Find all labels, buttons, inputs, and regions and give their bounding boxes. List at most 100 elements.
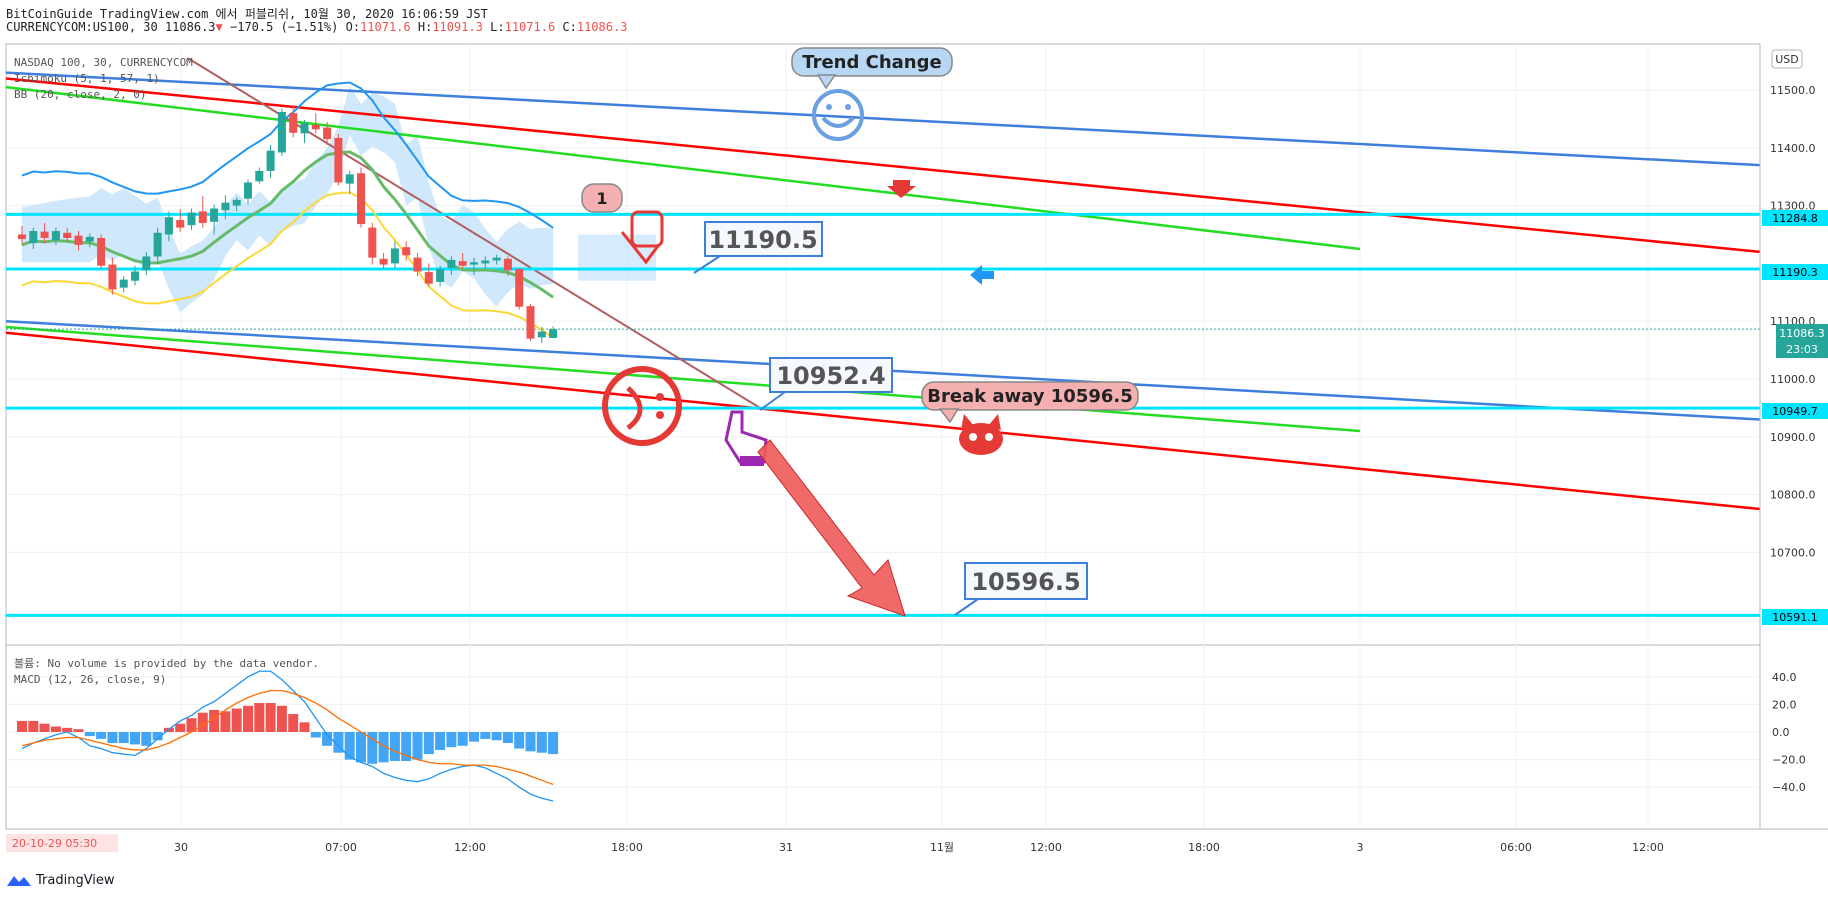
macd-histogram-bar [209,709,220,732]
macd-histogram-bar [536,732,547,753]
price-tick-label: 11500.0 [1770,84,1816,97]
candle-body [481,260,490,264]
time-tick-label: 30 [174,841,188,854]
pointing-down-hand-icon [620,210,664,265]
candle-body [311,124,320,130]
candle-body [458,261,467,266]
macd-tick-label: 40.0 [1772,671,1797,684]
macd-histogram-bar [412,732,423,760]
price-box-11190-text: 11190.5 [708,226,817,254]
high-label: H: [417,20,433,34]
macd-histogram-bar [525,732,536,752]
candle-body [345,174,354,184]
currency-badge-box[interactable] [1771,49,1803,69]
macd-histogram-bar [548,732,559,755]
macd-histogram-bar [265,703,276,732]
macd-histogram-bar [469,732,479,742]
down-arrow-icon [887,180,916,198]
macd-histogram-bar [186,718,197,732]
macd-tick-label: 0.0 [1772,726,1790,739]
macd-histogram-bar [141,732,152,746]
candle-body [74,235,83,245]
price-tick-label: 10800.0 [1770,489,1816,502]
legend-symbol: NASDAQ 100, 30, CURRENCYCOM [14,56,193,69]
price-tag-last: 11086.3 23:03 [1776,324,1828,358]
price-box-10596-text: 10596.5 [971,568,1080,596]
macd-histogram-bar [73,729,84,732]
low-value: 11071.6 [504,20,556,34]
price-tag-10949: 10949.7 [1762,403,1828,419]
candle-body [153,232,162,257]
macd-histogram-bar [96,732,107,739]
candle-body [232,199,241,206]
price-box-10596[interactable]: 10596.5 [954,562,1088,616]
candle-body [357,173,365,225]
candle-body [289,113,298,133]
time-tick-label: 07:00 [325,841,357,854]
callout-1-text: 1 [596,189,607,208]
candle-body [255,170,264,182]
ichimoku-base-line [21,150,554,299]
macd-histogram-bar [502,732,513,744]
candle-body [537,331,546,338]
price-box-11190[interactable]: 11190.5 [693,221,823,274]
macd-histogram-bar [446,732,457,748]
price-tag-11284: 11284.8 [1762,210,1828,226]
price-tag-10591-text: 10591.1 [1772,611,1818,624]
candle-body [97,237,106,266]
close-value: 11086.3 [576,20,628,34]
price-box-10952-text: 10952.4 [776,362,885,390]
callout-1[interactable]: 1 [581,183,623,213]
macd-histogram-bar [220,711,231,732]
candle-body [515,269,524,307]
macd-histogram-bar [423,732,434,755]
macd-histogram-bar [310,732,321,738]
low-label: L: [490,20,505,34]
macd-histogram-bar [197,712,208,732]
time-axis[interactable]: 30 07:00 12:00 18:00 31 11월 12:00 18:00 3 06:00 12… [174,841,1664,854]
macd-histogram-bar [356,732,366,763]
smiley-icon [812,89,864,141]
price-tick-label: 11000.0 [1770,373,1816,386]
bar-countdown-text: 23:03 [1786,343,1818,356]
macd-histogram-bar [435,732,446,750]
candle-body [29,231,38,244]
macd-histogram-bar [152,732,163,741]
macd-histogram-bar [367,732,378,764]
last-price-tag-text: 11086.3 [1779,327,1825,340]
candles [18,105,558,344]
big-down-arrow-icon [757,439,906,617]
macd-histogram-bar [401,732,412,761]
macd-histogram-bar [130,732,140,745]
macd-histogram-bar [514,732,525,749]
macd-histogram-bar [50,726,61,732]
macd-histogram-bar [243,705,253,732]
break-away-callout[interactable]: Break away 10596.5 [921,381,1139,424]
candle-body [210,208,219,222]
bb-upper-line [21,81,554,229]
trend-change-callout[interactable]: Trend Change [791,47,953,90]
footer-brand-text: TradingView [36,872,115,888]
macd-histogram-bar [62,727,73,732]
time-tick-label: 12:00 [454,841,486,854]
last-price: 11086.3 [164,20,216,34]
candle-body [164,217,173,235]
price-axis[interactable]: 11500.011400.011300.011100.011000.010900… [1759,44,1816,829]
trend-change-text: Trend Change [802,52,941,73]
publish-info: BitCoinGuide TradingView.com 에서 퍼블리쉬, 10… [6,7,488,21]
candle-body [266,150,275,171]
symbol-name: CURRENCYCOM:US100, 30 [6,20,158,34]
indicator-lines [21,81,554,339]
price-tick-label: 11300.0 [1770,200,1816,213]
candle-body [424,272,433,284]
candle-body [85,236,94,242]
footer-brand[interactable]: TradingView [6,872,115,888]
price-box-10952[interactable]: 10952.4 [759,357,893,411]
time-tick-label: 06:00 [1500,841,1532,854]
legend-bb: BB (20, close, 2, 0) [14,88,146,101]
time-tick-label: 18:00 [611,841,643,854]
sad-face-icon [602,366,682,446]
macd-histogram-bar [344,732,355,760]
price-tag-11190-text: 11190.3 [1772,266,1818,279]
